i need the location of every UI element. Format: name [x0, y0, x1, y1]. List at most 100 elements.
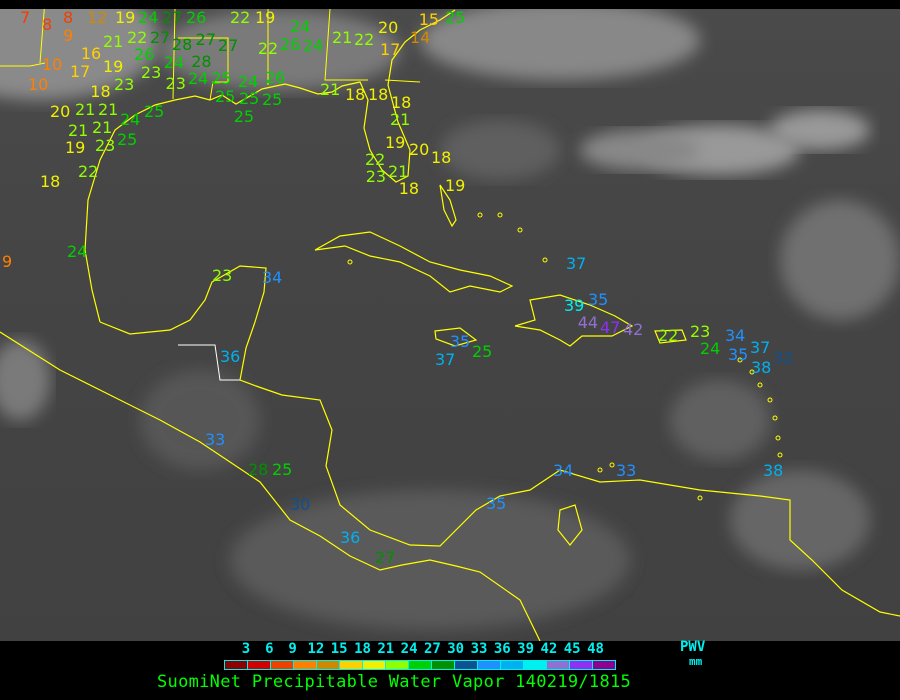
legend-swatch: [432, 661, 455, 669]
station-pwv-value: 35: [449, 331, 471, 351]
station-pwv-value: 27: [375, 547, 396, 567]
station-pwv-value: 22: [257, 38, 279, 58]
station-pwv-value: 23: [212, 265, 233, 285]
island-outline: [697, 495, 703, 501]
legend-tick: 30: [447, 641, 465, 657]
station-pwv-value: 20: [378, 17, 399, 37]
station-pwv-value: 22: [354, 29, 375, 49]
legend-swatch: [225, 661, 248, 669]
state-border: [324, 9, 368, 81]
station-labels: 7 8 8 9 12 19 24 27 26 21 22 26 27 28 27 23 24 28 27 16 10 17…: [0, 9, 900, 641]
station-pwv-value: 42: [623, 319, 644, 339]
gulf-coast-outline: [84, 9, 456, 323]
cloud-region: [770, 110, 870, 150]
island-outline: [749, 369, 755, 375]
station-pwv-value: 35: [588, 289, 609, 309]
legend-swatch: [363, 661, 386, 669]
station-pwv-value: 19: [445, 175, 466, 195]
jamaica-outline: [434, 327, 478, 347]
island-outline: [757, 382, 763, 388]
legend-swatch: [294, 661, 317, 669]
cloud-region: [780, 200, 900, 320]
station-pwv-value: 16: [80, 43, 102, 63]
lake-maracaibo-outline: [557, 504, 583, 546]
station-pwv-value: 24: [67, 241, 88, 261]
station-pwv-value: 8: [42, 14, 53, 34]
state-border: [172, 9, 176, 100]
legend-swatch: [570, 661, 593, 669]
station-pwv-value: 21: [103, 31, 124, 51]
hispaniola-outline: [514, 294, 634, 347]
legend-swatch: [455, 661, 478, 669]
puerto-rico-outline: [654, 329, 687, 344]
legend-color-bar: [224, 660, 616, 670]
station-pwv-value: 38: [763, 460, 784, 480]
station-pwv-value: 7: [20, 9, 31, 27]
legend-tick: 21: [377, 641, 395, 657]
legend-swatch: [271, 661, 294, 669]
station-pwv-value: 27: [150, 27, 171, 47]
legend-tick: 42: [540, 641, 558, 657]
station-pwv-value: 25: [445, 9, 466, 27]
station-pwv-value: 35: [728, 344, 749, 364]
station-pwv-value: 19: [65, 137, 86, 157]
island-outline: [347, 259, 353, 265]
station-pwv-value: 21: [332, 27, 353, 47]
station-pwv-value: 18: [345, 84, 366, 104]
legend-swatch: [248, 661, 271, 669]
legend-tick: 24: [400, 641, 418, 657]
station-pwv-value: 23: [113, 75, 135, 95]
station-pwv-value: 25: [262, 89, 283, 109]
station-pwv-value: 33: [616, 460, 637, 480]
station-pwv-value: 25: [117, 129, 138, 149]
station-pwv-value: 25: [215, 86, 236, 106]
cloud-region: [580, 130, 700, 170]
legend-tick: 33: [470, 641, 488, 657]
station-pwv-value: 22: [78, 161, 99, 181]
station-pwv-value: 19: [385, 132, 406, 152]
yucatan-central-america-caribbean-coast-outline: [99, 265, 900, 617]
island-outline: [517, 227, 523, 233]
station-pwv-value: 21: [68, 120, 89, 140]
cloud-region: [140, 370, 260, 470]
station-pwv-value: 20: [50, 101, 71, 121]
station-pwv-value: 34: [725, 325, 746, 345]
station-pwv-value: 44: [577, 312, 599, 332]
station-pwv-value: 37: [566, 253, 587, 273]
island-outline: [772, 415, 778, 421]
station-pwv-value: 39: [564, 295, 585, 315]
station-pwv-value: 23: [365, 166, 387, 186]
station-pwv-value: 25: [144, 101, 165, 121]
legend-tick: 36: [493, 641, 511, 657]
station-pwv-value: 36: [340, 527, 361, 547]
state-border: [190, 344, 240, 381]
island-outline: [777, 452, 783, 458]
cloud-region: [440, 120, 560, 180]
legend-tick: 15: [330, 641, 348, 657]
pwv-legend: 3 6 9 12 15 18 21 24 27 30 33 36 39 42 45 48 PWV mm Suo…: [0, 639, 900, 700]
station-pwv-value: 19: [255, 9, 276, 27]
island-outline: [767, 397, 773, 403]
state-border: [39, 9, 45, 64]
station-pwv-value: 22: [127, 27, 148, 47]
station-pwv-value: 37: [435, 349, 456, 369]
station-pwv-value: 22: [365, 149, 386, 169]
cuba-outline: [314, 231, 514, 293]
station-pwv-value: 8: [63, 9, 74, 27]
station-pwv-value: 21: [75, 99, 96, 119]
station-pwv-value: 24: [138, 9, 159, 27]
island-outline: [737, 357, 743, 363]
station-pwv-value: 24: [163, 52, 185, 72]
state-border: [178, 37, 229, 101]
station-pwv-value: 9: [2, 251, 13, 271]
station-pwv-value: 25: [239, 89, 260, 109]
legend-swatch: [317, 661, 340, 669]
cloud-region: [420, 9, 700, 80]
station-pwv-value: 28: [191, 51, 212, 71]
satellite-map: 7 8 8 9 12 19 24 27 26 21 22 26 27 28 27 23 24 28 27 16 10 17…: [0, 9, 900, 641]
station-pwv-value: 25: [472, 341, 493, 361]
legend-tick: 9: [288, 641, 297, 657]
station-pwv-value: 10: [28, 74, 49, 94]
station-pwv-value: 18: [90, 81, 111, 101]
station-pwv-value: 18: [391, 92, 412, 112]
